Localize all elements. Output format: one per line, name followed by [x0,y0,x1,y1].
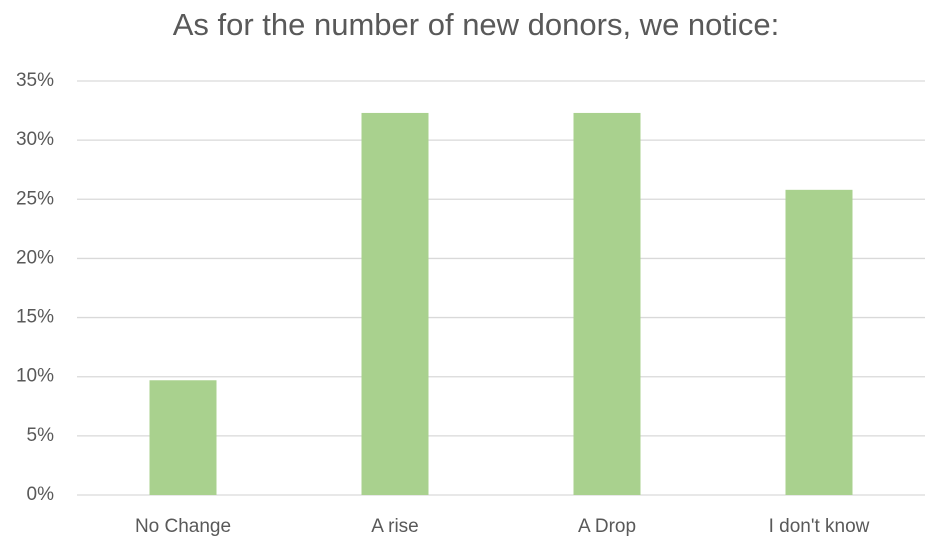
bar [361,112,429,496]
y-tick-label: 0% [27,484,55,505]
bar [149,380,217,495]
chart-title: As for the number of new donors, we noti… [173,7,780,42]
y-tick-label: 25% [16,188,54,209]
x-tick-label: I don't know [769,516,870,537]
y-tick-label: 20% [16,247,54,268]
y-tick-label: 10% [16,366,54,387]
y-tick-label: 15% [16,307,54,328]
y-tick-label: 30% [16,129,54,150]
x-tick-label: No Change [135,516,231,537]
x-tick-label: A rise [371,516,419,537]
y-tick-label: 5% [27,425,55,446]
bar [785,189,853,495]
y-tick-label: 35% [16,70,54,91]
x-tick-label: A Drop [578,516,636,537]
bar [573,112,641,496]
